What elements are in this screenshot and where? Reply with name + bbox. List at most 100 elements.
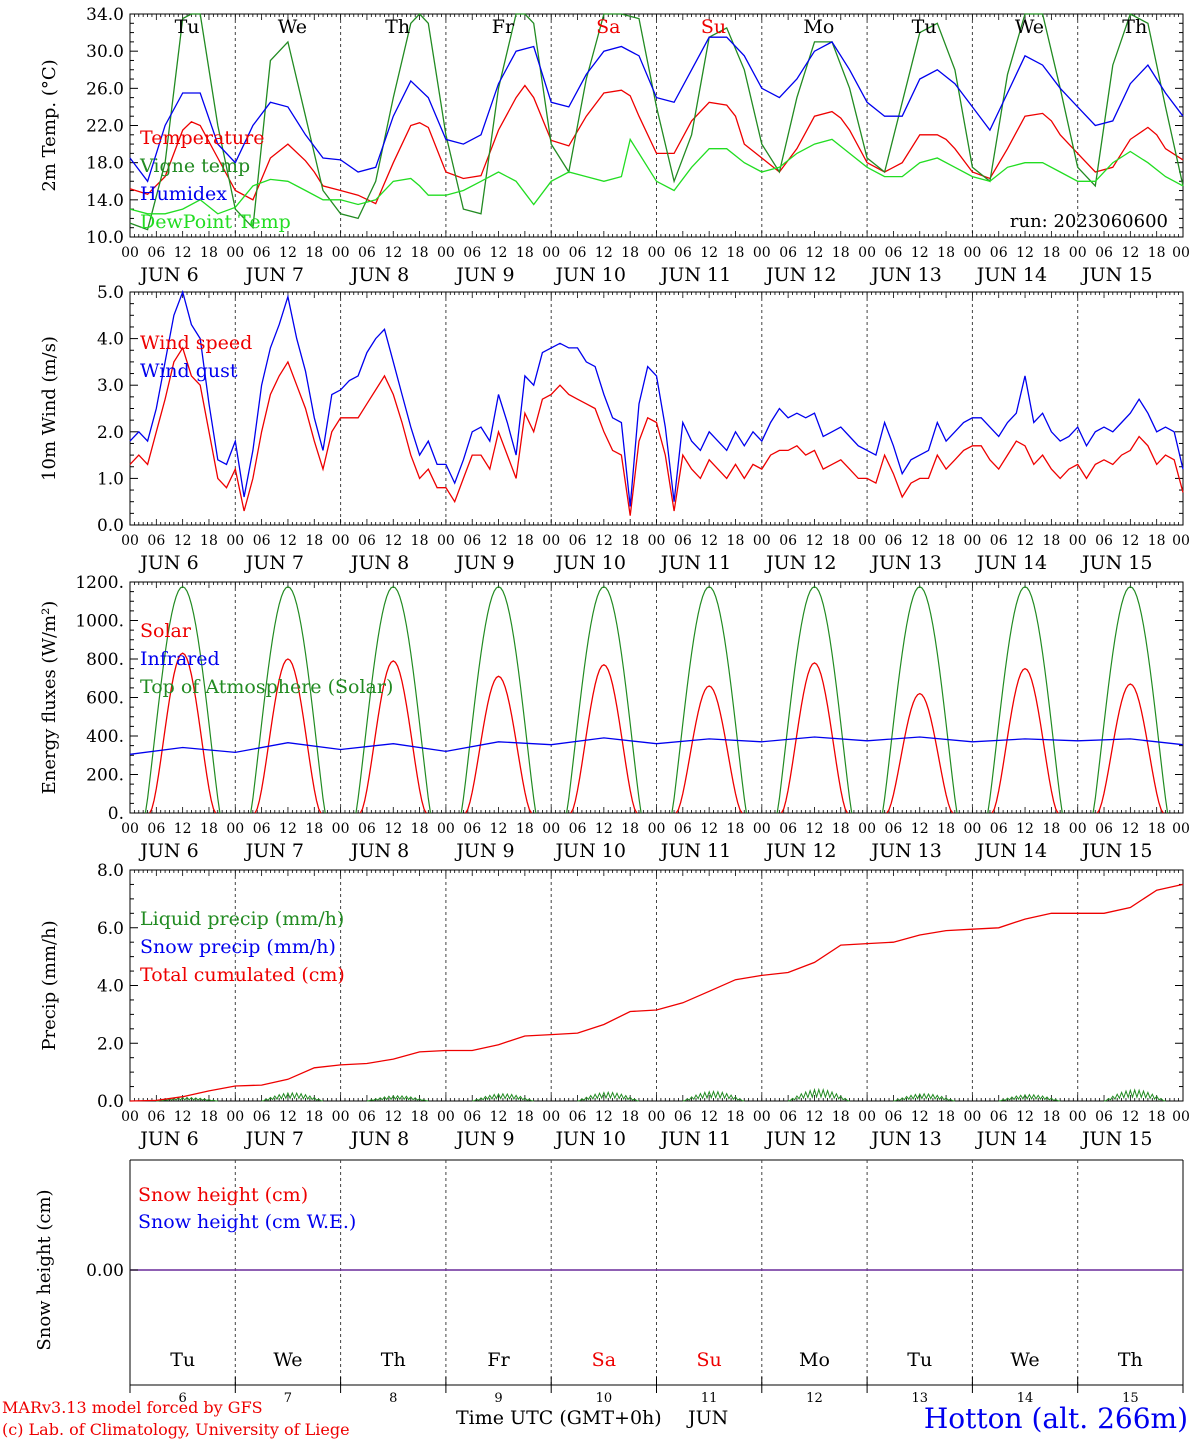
temp-series-line: [129, 137, 1184, 215]
hour-tick-label: 00: [437, 245, 455, 261]
hour-tick-label: 18: [937, 821, 955, 837]
weekday-label: Sa: [596, 16, 620, 38]
y-tick-label: 3.0: [97, 376, 124, 396]
hour-tick-label: 00: [121, 821, 139, 837]
hour-tick-label: 18: [411, 245, 429, 261]
day-number-label: 10: [596, 1391, 613, 1406]
date-label: JUN 8: [349, 1128, 409, 1150]
y-tick-label: 1000.: [75, 612, 124, 632]
hour-tick-label: 00: [332, 533, 350, 549]
hour-tick-label: 18: [727, 533, 745, 549]
y-tick-label: 0.0: [97, 516, 124, 536]
hour-tick-label: 12: [490, 1109, 508, 1125]
toa-solar-curve: [671, 586, 747, 814]
weekday-label: Fr: [492, 16, 515, 38]
date-label: JUN 9: [454, 1128, 514, 1150]
date-label: JUN 7: [244, 840, 304, 862]
hour-tick-label: 00: [1069, 533, 1087, 549]
date-label: JUN 6: [138, 264, 198, 286]
weekday-label: Tu: [912, 16, 937, 38]
hour-tick-label: 18: [1148, 821, 1166, 837]
hour-tick-label: 18: [621, 245, 639, 261]
y-tick-label: 1.0: [97, 469, 124, 489]
solar-curve: [886, 692, 954, 814]
hour-tick-label: 06: [463, 533, 481, 549]
temp-y-axis-label: 2m Temp. (°C): [39, 59, 60, 191]
hour-tick-label: 00: [332, 821, 350, 837]
toa-solar-curve: [460, 586, 537, 814]
hour-tick-label: 12: [1121, 1109, 1139, 1125]
hour-tick-label: 06: [253, 245, 271, 261]
hour-tick-label: 00: [1172, 821, 1190, 837]
y-tick-label: 10.0: [86, 228, 124, 248]
hour-tick-label: 06: [463, 245, 481, 261]
hour-tick-label: 12: [384, 245, 402, 261]
panel-frame-1: [129, 13, 1184, 238]
date-label: JUN 15: [1080, 1128, 1152, 1150]
toa-solar-curve: [144, 586, 221, 814]
hour-tick-label: 00: [226, 821, 244, 837]
day-number-label: 8: [389, 1391, 397, 1406]
date-label: JUN 14: [975, 840, 1047, 862]
hour-tick-label: 12: [595, 533, 613, 549]
lab-credit: (c) Lab. of Climatology, University of L…: [2, 1420, 350, 1439]
y-tick-label: 8.0: [97, 861, 124, 881]
hour-tick-label: 06: [674, 1109, 692, 1125]
hour-tick-label: 06: [990, 821, 1008, 837]
snow-weekday-label: Fr: [487, 1349, 510, 1371]
date-label: JUN 12: [764, 1128, 836, 1150]
hour-tick-label: 12: [1121, 533, 1139, 549]
hour-tick-label: 00: [437, 1109, 455, 1125]
hour-tick-label: 00: [332, 1109, 350, 1125]
hour-tick-label: 06: [779, 821, 797, 837]
hour-tick-label: 00: [1069, 1109, 1087, 1125]
date-label: JUN 6: [138, 840, 198, 862]
hour-tick-label: 12: [174, 245, 192, 261]
liquid-precip-curve: [893, 1092, 955, 1102]
temp-series-line: [129, 36, 1184, 183]
snow-y-axis-label: Snow height (cm): [34, 1189, 55, 1350]
hour-tick-label: 06: [569, 821, 587, 837]
snow-y-tick-label: 0.00: [86, 1261, 124, 1281]
y-tick-label: 0.0: [97, 1092, 124, 1112]
snow-weekday-label: Sa: [592, 1349, 616, 1371]
hour-tick-label: 06: [358, 533, 376, 549]
wind-series-line: [129, 346, 1184, 516]
date-label: JUN 14: [975, 264, 1047, 286]
hour-tick-label: 18: [516, 1109, 534, 1125]
hour-tick-label: 06: [569, 245, 587, 261]
toa-solar-curve: [355, 586, 432, 814]
hour-tick-label: 12: [595, 1109, 613, 1125]
hour-tick-label: 18: [200, 533, 218, 549]
weekday-label: We: [278, 16, 307, 38]
wind-legend-item: Wind gust: [140, 360, 238, 382]
day-number-label: 15: [1122, 1391, 1139, 1406]
precip-legend-item: Liquid precip (mm/h): [140, 908, 344, 930]
date-label: JUN 15: [1080, 264, 1152, 286]
date-label: JUN 8: [349, 552, 409, 574]
date-label: JUN 10: [553, 1128, 625, 1150]
hour-tick-label: 06: [358, 245, 376, 261]
hour-tick-label: 12: [490, 533, 508, 549]
hour-tick-label: 00: [542, 821, 560, 837]
energy-legend-item: Solar: [140, 620, 192, 642]
hour-tick-label: 00: [542, 533, 560, 549]
snow-legend-item: Snow height (cm): [138, 1184, 308, 1206]
hour-tick-label: 06: [674, 821, 692, 837]
hour-tick-label: 12: [911, 533, 929, 549]
hour-tick-label: 12: [806, 1109, 824, 1125]
date-label: JUN 13: [869, 264, 941, 286]
hour-tick-label: 12: [806, 821, 824, 837]
solar-curve: [675, 685, 743, 814]
hour-tick-label: 06: [569, 1109, 587, 1125]
hour-tick-label: 06: [885, 1109, 903, 1125]
snow-weekday-label: Mo: [799, 1349, 830, 1371]
hour-tick-label: 06: [569, 533, 587, 549]
energy-legend-item: Infrared: [140, 648, 220, 670]
toa-solar-curve: [987, 586, 1063, 814]
snow-weekday-label: Su: [697, 1349, 722, 1371]
date-label: JUN 13: [869, 1128, 941, 1150]
hour-tick-label: 18: [832, 245, 850, 261]
hour-tick-label: 00: [648, 1109, 666, 1125]
